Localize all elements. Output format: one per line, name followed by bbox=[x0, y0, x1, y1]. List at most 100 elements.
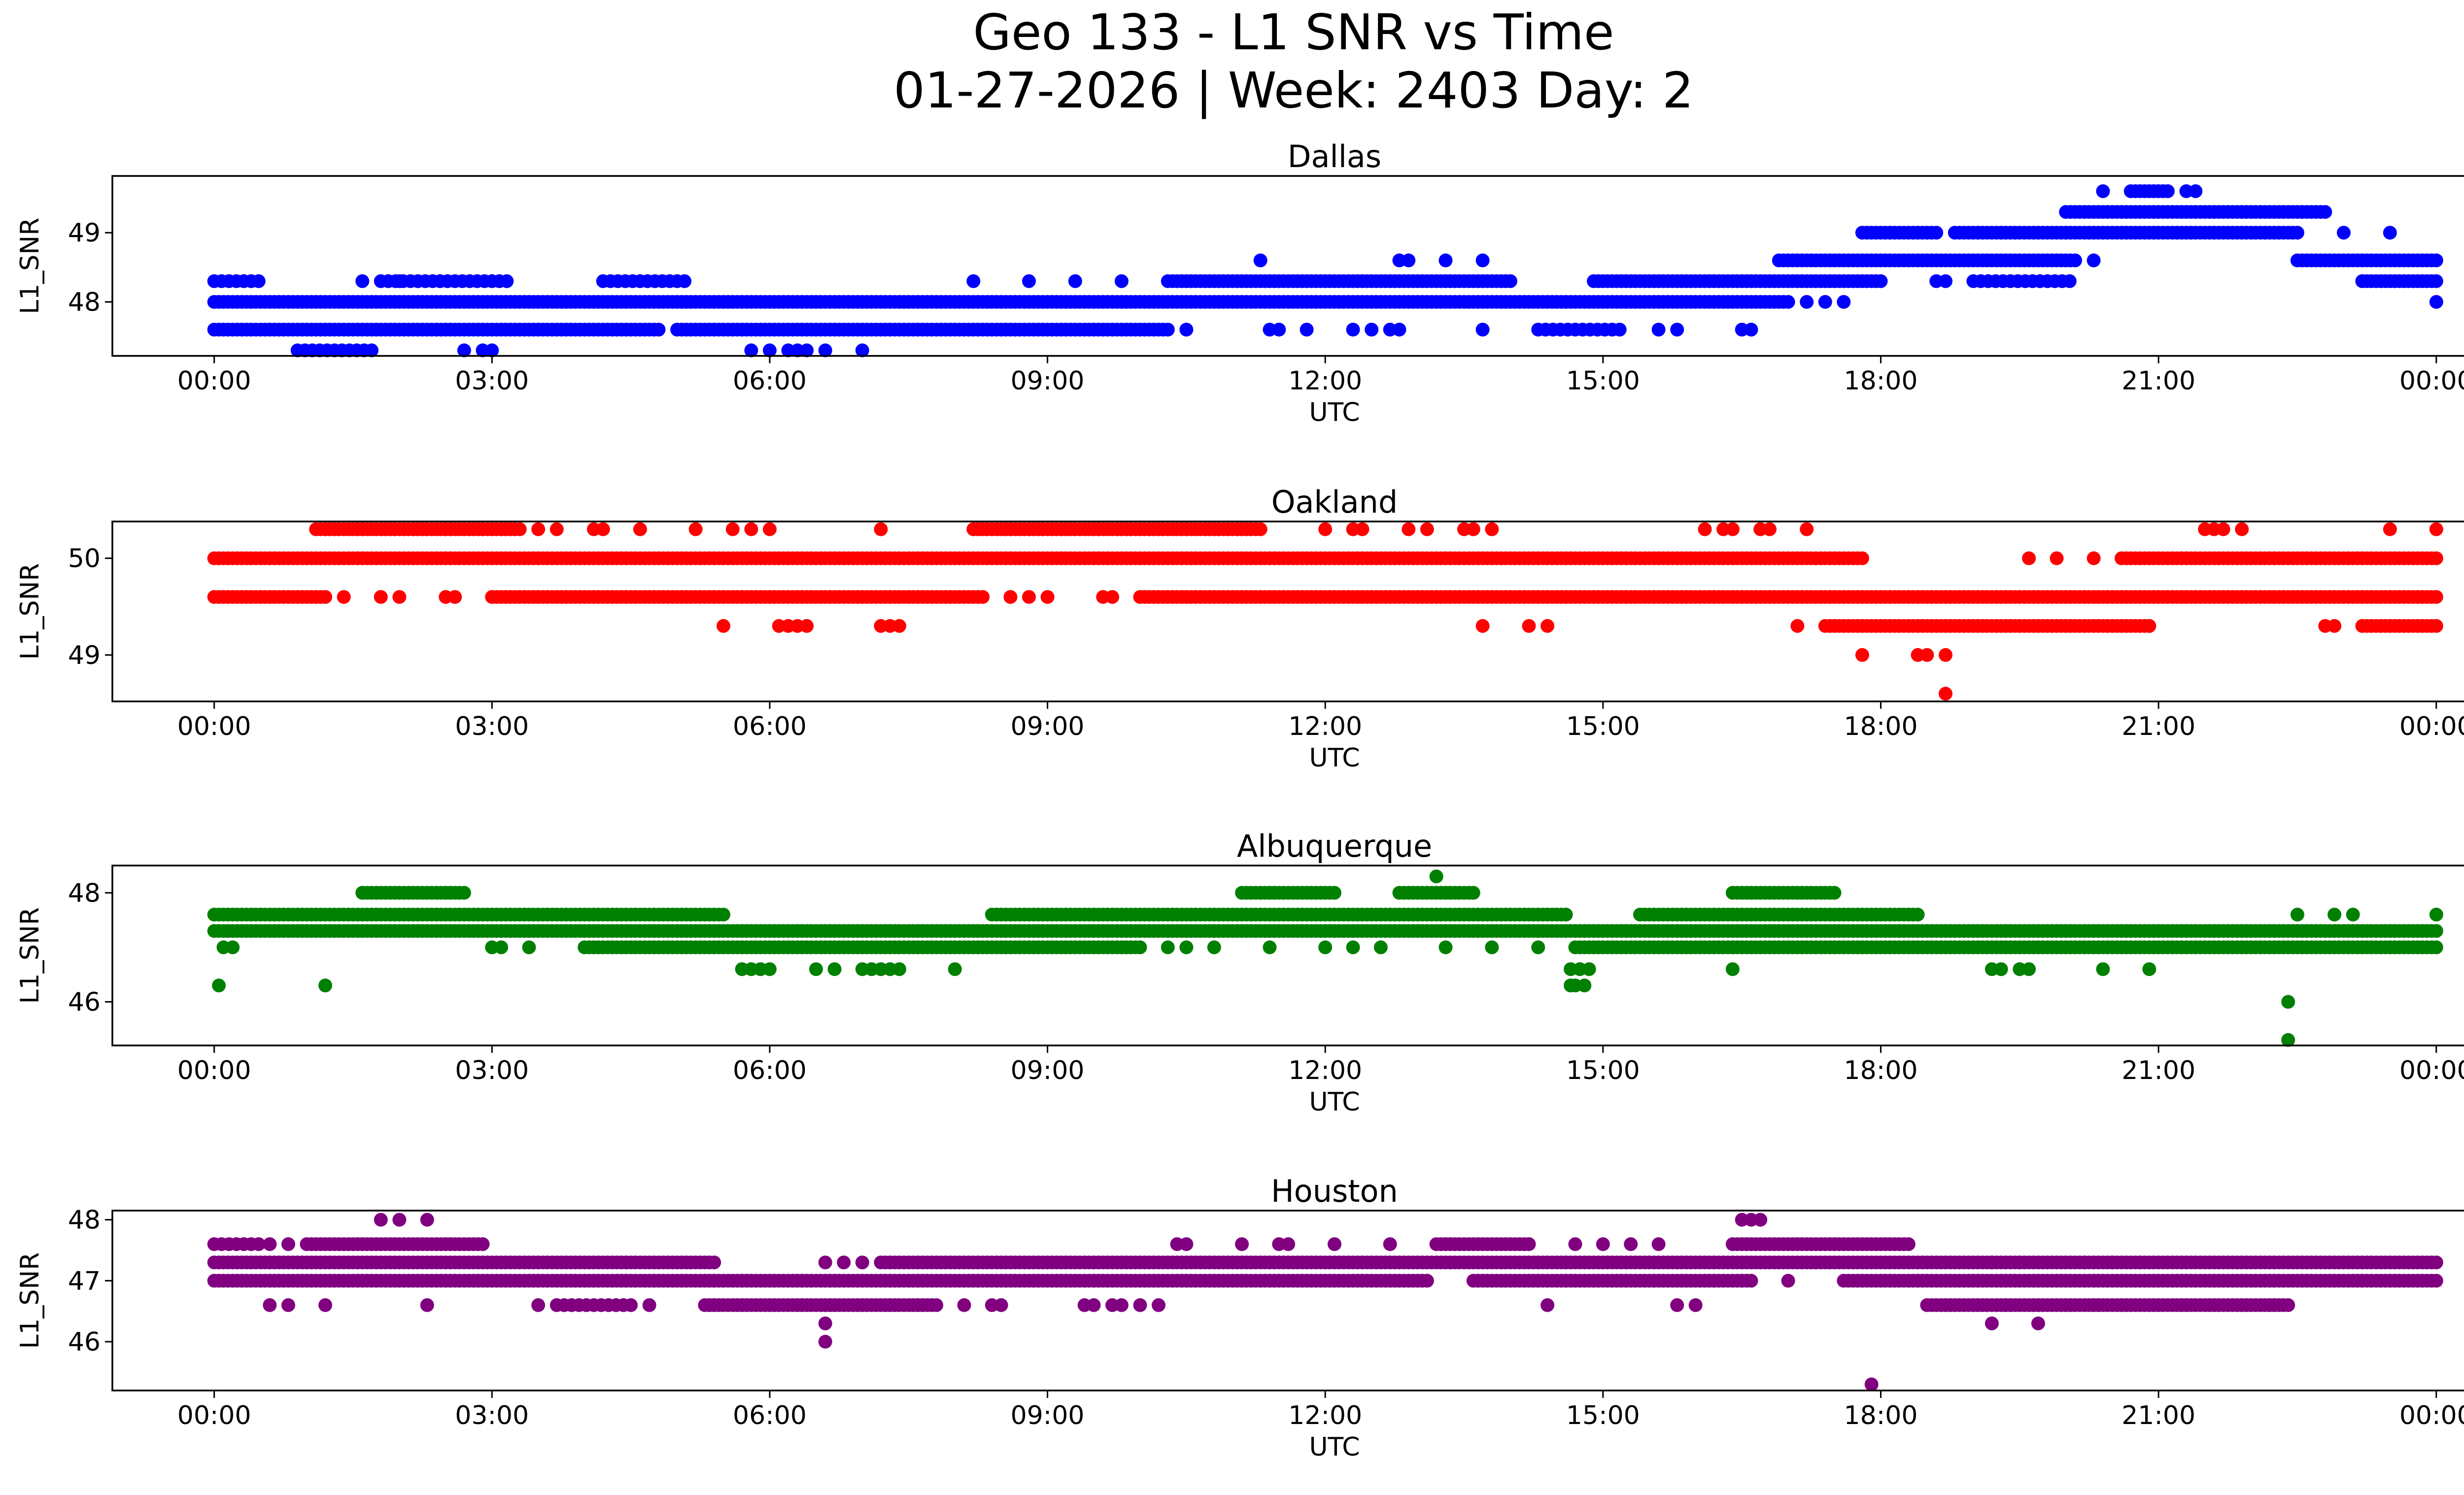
chart-dallas-data-point bbox=[1651, 322, 1666, 337]
chart-oakland-data-point bbox=[374, 590, 388, 604]
chart-albuquerque-x-tick-label: 00:00 bbox=[2399, 1056, 2464, 1085]
chart-albuquerque-data-point bbox=[212, 978, 226, 993]
chart-dallas-data-point bbox=[1504, 274, 1517, 288]
chart-houston-data-point bbox=[2133, 1255, 2147, 1270]
chart-dallas-data-point bbox=[500, 274, 514, 288]
chart-houston-data-point bbox=[2281, 1298, 2295, 1312]
chart-houston-x-axis-label: UTC bbox=[1309, 1432, 1360, 1462]
chart-oakland-data-point bbox=[1040, 590, 1055, 604]
chart-albuquerque-x-tick-label: 12:00 bbox=[1288, 1056, 1362, 1085]
chart-albuquerque-data-point bbox=[2346, 907, 2360, 922]
chart-albuquerque-data-point bbox=[1318, 940, 1333, 954]
chart-dallas-data-point bbox=[2189, 184, 2203, 198]
chart-oakland-data-point bbox=[1698, 522, 1712, 536]
chart-albuquerque-data-point bbox=[1133, 940, 1147, 954]
chart-dallas-data-point bbox=[818, 343, 832, 357]
chart-oakland-points bbox=[207, 522, 2443, 701]
chart-houston-data-point bbox=[1420, 1274, 1434, 1288]
chart-dallas-x-axis-label: UTC bbox=[1309, 398, 1360, 427]
chart-albuquerque-x-tick-label: 21:00 bbox=[2122, 1056, 2195, 1085]
chart-dallas-data-point bbox=[1837, 295, 1851, 309]
chart-albuquerque-data-point bbox=[2429, 940, 2443, 954]
chart-dallas-data-point bbox=[1670, 322, 1684, 337]
figure-title-line1: Geo 133 - L1 SNR vs Time bbox=[973, 3, 1614, 61]
chart-dallas-data-point bbox=[1475, 322, 1490, 337]
chart-dallas-data-point bbox=[855, 343, 869, 357]
chart-albuquerque-data-point bbox=[1179, 940, 1194, 954]
chart-houston-data-point bbox=[1596, 1237, 1610, 1252]
chart-houston-x-tick-label: 00:00 bbox=[177, 1401, 251, 1430]
chart-houston-data-point bbox=[281, 1237, 295, 1252]
chart-albuquerque-data-point bbox=[2327, 907, 2342, 922]
chart-dallas-data-point bbox=[2160, 184, 2175, 198]
chart-albuquerque-x-axis-label: UTC bbox=[1309, 1087, 1360, 1117]
chart-houston-data-point bbox=[818, 1316, 832, 1330]
chart-oakland-x-tick-label: 06:00 bbox=[733, 712, 807, 741]
chart-dallas-data-point bbox=[2429, 295, 2443, 309]
chart-oakland-axes-frame bbox=[111, 521, 2464, 702]
chart-albuquerque-data-point bbox=[1328, 886, 1341, 900]
chart-houston-data-point bbox=[1624, 1237, 1638, 1252]
chart-dallas-points bbox=[207, 184, 2443, 357]
chart-albuquerque-data-point bbox=[1466, 886, 1480, 900]
chart-dallas-data-point bbox=[2429, 253, 2443, 268]
chart-oakland-data-point bbox=[2022, 551, 2036, 565]
chart-oakland-data-point bbox=[1105, 590, 1120, 604]
chart-houston-data-point bbox=[1901, 1237, 1916, 1252]
chart-dallas-data-point bbox=[1781, 295, 1795, 309]
chart-oakland-data-point bbox=[2429, 522, 2443, 536]
chart-albuquerque-x-tick-label: 15:00 bbox=[1566, 1056, 1640, 1085]
chart-dallas-data-point bbox=[2318, 205, 2332, 219]
chart-oakland-x-tick-label: 03:00 bbox=[455, 712, 529, 741]
chart-houston-x-tick-label: 09:00 bbox=[1011, 1401, 1085, 1430]
chart-albuquerque-data-point bbox=[1485, 940, 1499, 954]
chart-houston-x-tick-label: 12:00 bbox=[1288, 1401, 1362, 1430]
chart-dallas-data-point bbox=[1179, 322, 1194, 337]
chart-houston-data-point bbox=[281, 1298, 295, 1312]
chart-albuquerque-data-point bbox=[809, 962, 823, 976]
chart-albuquerque-data-point bbox=[1438, 940, 1453, 954]
chart-oakland-data-point bbox=[2429, 590, 2443, 604]
chart-dallas-data-point bbox=[2087, 253, 2101, 268]
chart-oakland-data-point bbox=[1855, 551, 1869, 565]
chart-dallas-data-point bbox=[2290, 226, 2304, 240]
chart-dallas-data-point bbox=[2068, 253, 2082, 268]
chart-houston-data-point bbox=[2105, 1255, 2120, 1270]
chart-dallas-data-point bbox=[1022, 274, 1036, 288]
chart-houston-data-point bbox=[1753, 1213, 1768, 1227]
chart-albuquerque-y-axis-label: L1_SNR bbox=[15, 907, 45, 1004]
chart-houston-x-tick-label: 15:00 bbox=[1566, 1401, 1640, 1430]
chart-albuquerque-data-point bbox=[948, 962, 962, 976]
chart-oakland-x-tick-label: 12:00 bbox=[1288, 712, 1362, 741]
chart-oakland-y-tick-label: 50 bbox=[68, 544, 101, 574]
chart-dallas-data-point bbox=[1253, 253, 1267, 268]
chart-houston-data-point bbox=[1281, 1237, 1296, 1252]
chart-albuquerque-data-point bbox=[494, 940, 509, 954]
chart-albuquerque-data-point bbox=[318, 978, 333, 993]
chart-albuquerque-x-tick-label: 03:00 bbox=[455, 1056, 529, 1085]
chart-albuquerque-data-point bbox=[2290, 907, 2304, 922]
chart-oakland-data-point bbox=[2429, 619, 2443, 633]
chart-albuquerque-data-point bbox=[1855, 940, 1869, 954]
chart-dallas-data-point bbox=[392, 274, 407, 288]
chart-houston-data-point bbox=[1688, 1298, 1703, 1312]
chart-albuquerque-data-point bbox=[1207, 940, 1221, 954]
chart-albuquerque-data-point bbox=[1263, 940, 1277, 954]
chart-dallas-data-point bbox=[1438, 253, 1453, 268]
chart-albuquerque-x-tick-label: 06:00 bbox=[733, 1056, 807, 1085]
chart-oakland-data-point bbox=[318, 590, 333, 604]
chart-houston-data-point bbox=[420, 1298, 434, 1312]
chart-oakland-data-point bbox=[1920, 648, 1934, 662]
chart-houston-data-point bbox=[1781, 1274, 1795, 1288]
chart-oakland-data-point bbox=[1022, 590, 1036, 604]
chart-dallas-data-point bbox=[2062, 274, 2077, 288]
figure-title-line2: 01-27-2026 | Week: 2403 Day: 2 bbox=[893, 62, 1693, 119]
chart-oakland-data-point bbox=[1253, 522, 1267, 536]
chart-dallas-axes-frame bbox=[111, 175, 2464, 357]
chart-oakland-data-point bbox=[531, 522, 546, 536]
chart-houston-title: Houston bbox=[1271, 1173, 1398, 1209]
chart-oakland-data-point bbox=[1939, 687, 1952, 701]
chart-oakland-data-point bbox=[2087, 551, 2101, 565]
chart-albuquerque-panel: 00:00 03:00 06:00 09:00 12:00 15:00 18:00 21:00… bbox=[15, 828, 2464, 1117]
